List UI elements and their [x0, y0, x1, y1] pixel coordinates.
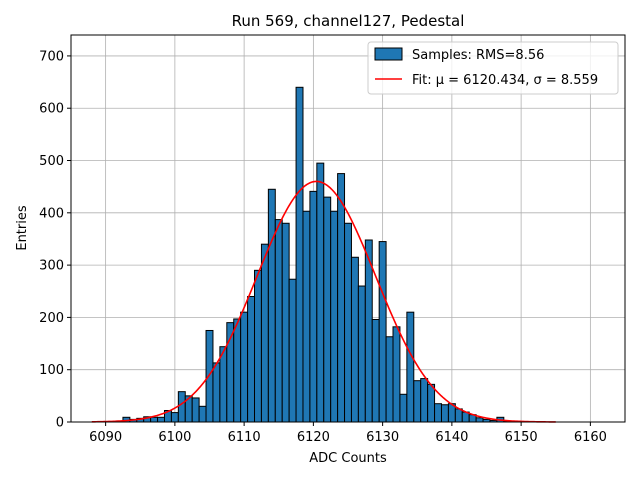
histogram-bar	[413, 380, 422, 423]
histogram-bar	[302, 210, 311, 423]
histogram-bar	[177, 391, 186, 423]
plot-area-frame	[70, 34, 626, 423]
histogram-bar	[170, 412, 179, 423]
histogram-bar	[281, 222, 290, 423]
histogram-bar	[247, 295, 256, 423]
y-tick-label: 600	[39, 102, 64, 117]
fit-curve-layer	[91, 180, 556, 423]
y-tick-label: 400	[39, 206, 64, 221]
histogram-bar	[274, 219, 283, 423]
histogram-bars	[115, 86, 512, 423]
x-tick-label: 6160	[574, 430, 607, 445]
histogram-bar	[350, 256, 359, 423]
histogram-bar	[427, 383, 436, 423]
y-axis-label: Entries	[15, 205, 30, 251]
histogram-bar	[323, 196, 332, 423]
y-tick-label: 100	[39, 363, 64, 378]
y-tick-label: 300	[39, 259, 64, 274]
x-axis-label: ADC Counts	[309, 451, 387, 466]
x-tick-label: 6130	[366, 430, 399, 445]
histogram-bar	[205, 329, 214, 423]
x-tick-label: 6100	[158, 430, 191, 445]
histogram-bar	[420, 378, 429, 423]
histogram-bar	[212, 362, 221, 423]
histogram-bar	[150, 416, 159, 423]
x-tick-label: 6150	[505, 430, 538, 445]
y-tick-label: 0	[56, 416, 64, 431]
legend-label-samples: Samples: RMS=8.56	[412, 48, 544, 63]
histogram-bar	[240, 311, 249, 423]
histogram-bar	[260, 243, 269, 423]
histogram-bar	[357, 285, 366, 423]
x-tick-label: 6140	[435, 430, 468, 445]
chart-title: Run 569, channel127, Pedestal	[232, 12, 465, 30]
y-tick-label: 700	[39, 49, 64, 64]
fit-curve	[91, 180, 556, 423]
histogram-bar	[385, 336, 394, 423]
histogram-bar	[392, 326, 401, 423]
histogram-bar	[198, 405, 207, 423]
y-tick-label: 500	[39, 154, 64, 169]
x-tick-label: 6110	[228, 430, 261, 445]
histogram-bar	[191, 397, 200, 423]
histogram-bar	[364, 239, 373, 423]
histogram-bar	[434, 403, 442, 423]
x-tick-label: 6090	[89, 430, 122, 445]
axis-ticks: 6090 6100 6110 6120 6130 6140 6150 6160 0 100 200 3…	[39, 49, 607, 445]
histogram-bar	[337, 173, 346, 423]
legend-label-fit: Fit: μ = 6120.434, σ = 8.559	[412, 73, 598, 88]
histogram-bar	[157, 416, 165, 423]
legend: Samples: RMS=8.56 Fit: μ = 6120.434, σ =…	[367, 41, 619, 95]
legend-swatch-samples	[374, 47, 403, 61]
histogram-bar	[309, 190, 318, 423]
histogram-bar	[406, 311, 415, 423]
histogram-bar	[344, 222, 352, 423]
histogram-bar	[254, 269, 262, 423]
histogram-bar	[475, 417, 484, 423]
histogram-bar	[399, 393, 408, 423]
histogram-bar	[219, 346, 228, 423]
histogram-bar	[233, 318, 242, 423]
legend-box	[367, 41, 619, 95]
histogram-bar	[267, 188, 276, 423]
y-tick-label: 200	[39, 311, 64, 326]
histogram-bar	[440, 404, 449, 423]
histogram-bar	[295, 86, 304, 423]
histogram-bar	[316, 162, 325, 423]
histogram-bar	[330, 210, 339, 423]
histogram-bar	[378, 241, 387, 423]
histogram-bar	[371, 318, 380, 423]
histogram-bar	[454, 408, 463, 423]
histogram-bar	[288, 278, 297, 423]
x-tick-label: 6120	[297, 430, 330, 445]
